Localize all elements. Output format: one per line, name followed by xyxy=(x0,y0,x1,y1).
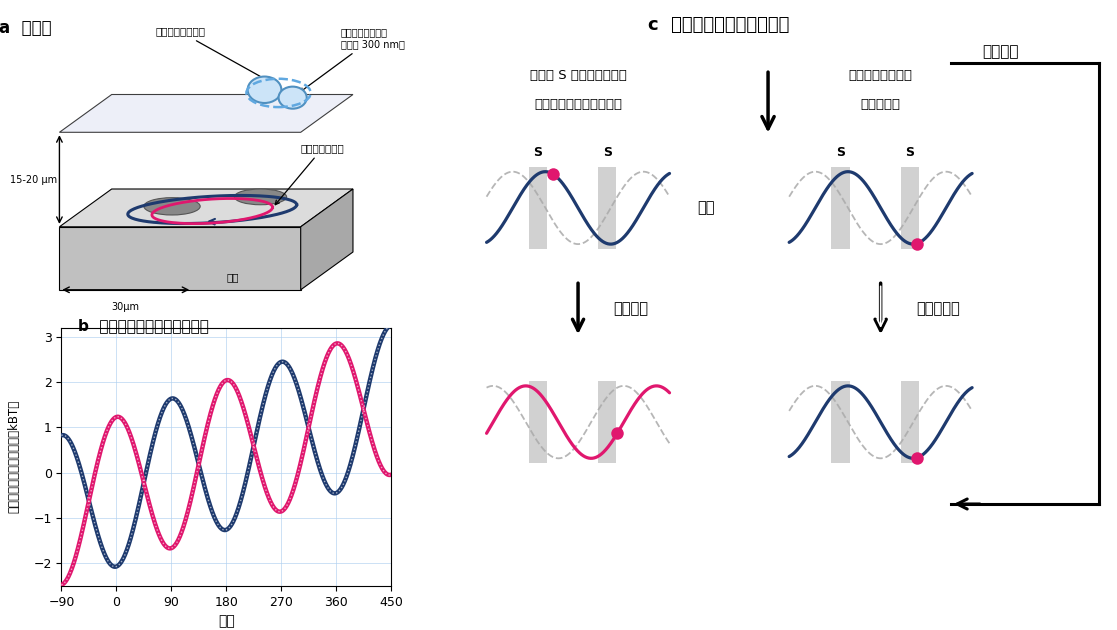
X-axis label: 角度: 角度 xyxy=(218,614,235,628)
Text: c  フィードバックサイクル: c フィードバックサイクル xyxy=(648,16,790,34)
Text: ポテンシャルエネルギー（kBT）: ポテンシャルエネルギー（kBT） xyxy=(8,400,21,513)
Polygon shape xyxy=(59,227,300,290)
Text: 粒子が S に観測されたら: 粒子が S に観測されたら xyxy=(529,69,627,83)
Text: S: S xyxy=(836,146,844,159)
Text: S: S xyxy=(533,146,542,159)
Bar xyxy=(528,167,547,249)
Text: ポリスチレン粒子
（直径 300 nm）: ポリスチレン粒子 （直径 300 nm） xyxy=(300,28,404,92)
Bar xyxy=(599,381,617,464)
Text: a  実験系: a 実験系 xyxy=(0,19,51,37)
Bar xyxy=(831,167,850,249)
Text: 繰り返す: 繰り返す xyxy=(982,44,1019,59)
Text: 粒子を１点で付着: 粒子を１点で付着 xyxy=(155,26,275,84)
Bar xyxy=(599,167,617,249)
Ellipse shape xyxy=(235,189,287,205)
Text: S: S xyxy=(603,146,612,159)
Text: 楕円状回転電場: 楕円状回転電場 xyxy=(275,143,344,205)
Text: 30μm: 30μm xyxy=(112,302,140,312)
Circle shape xyxy=(278,87,307,109)
Circle shape xyxy=(248,77,281,103)
Text: S: S xyxy=(906,146,915,159)
Text: 何もしない: 何もしない xyxy=(916,301,960,316)
Text: スイッチ: スイッチ xyxy=(613,301,648,316)
Text: ポテンシャルをスイッチ: ポテンシャルをスイッチ xyxy=(534,98,622,111)
Ellipse shape xyxy=(144,198,200,215)
Bar xyxy=(900,381,919,464)
Polygon shape xyxy=(59,189,353,227)
Polygon shape xyxy=(59,94,353,132)
Text: 15-20 μm: 15-20 μm xyxy=(10,175,57,185)
Bar xyxy=(900,167,919,249)
Text: 測定: 測定 xyxy=(698,200,715,215)
Bar xyxy=(831,381,850,464)
Text: 電極: 電極 xyxy=(226,272,239,282)
Text: それ以外の場合は: それ以外の場合は xyxy=(849,69,913,83)
Bar xyxy=(528,381,547,464)
Polygon shape xyxy=(300,189,353,290)
Text: b  らせん階段状ポテンシャル: b らせん階段状ポテンシャル xyxy=(78,318,209,333)
Text: 何もしない: 何もしない xyxy=(860,98,900,111)
